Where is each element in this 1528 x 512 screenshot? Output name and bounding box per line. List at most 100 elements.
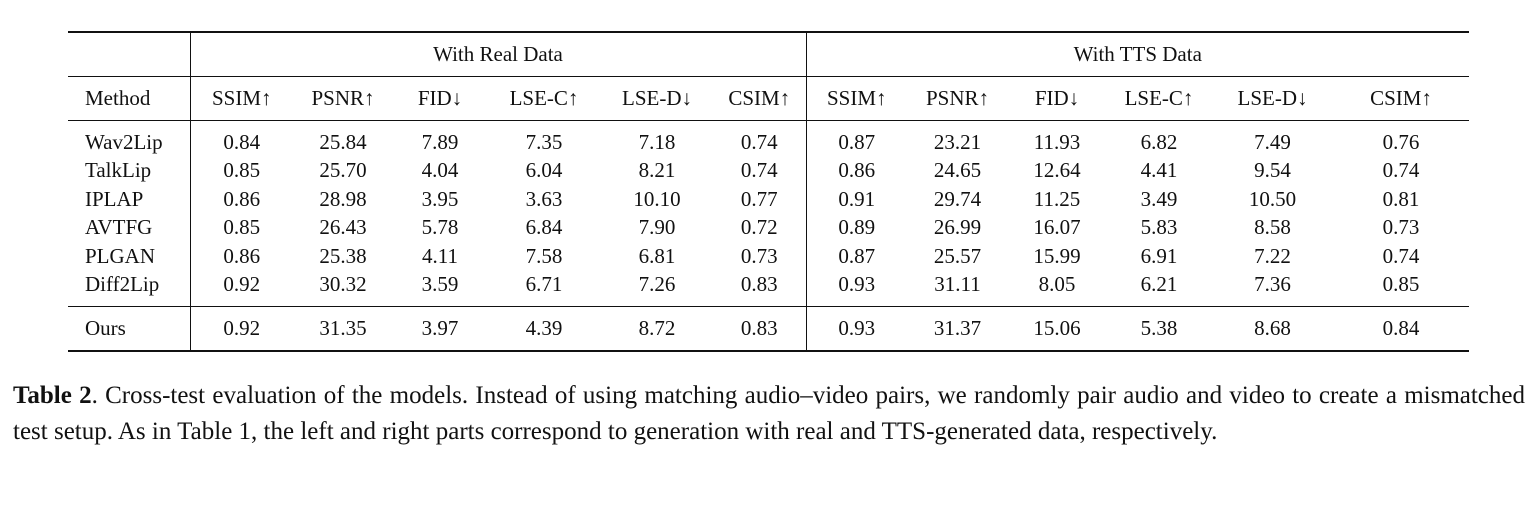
value-cell: 24.65 [933,158,982,183]
value-cell: 16.07 [1033,215,1081,240]
value-cell: 0.83 [713,306,807,352]
value-cell: 6.91 [1140,243,1178,268]
metric-header: PSNR↑ [293,76,393,121]
value-cell: 7.26 [638,272,676,297]
value-cell: 7.90 [638,215,676,240]
value-cell: 8.72 [601,306,713,352]
value-cell: 28.98 [319,186,367,211]
value-cell: 26.43 [319,215,367,240]
value-cell: 0.74 [1382,243,1420,268]
value-cell: 0.85 [223,158,261,183]
method-name: AVTFG [68,213,191,242]
value-cell: 0.84 [1333,306,1470,352]
table-row: PLGAN 0.86 25.38 4.11 7.58 6.81 0.73 0.87 25.57 1… [68,242,1469,271]
baseline-rows: Wav2Lip 0.84 25.84 7.89 7.35 7.18 0.74 0.87 23.2… [68,120,1469,307]
method-name: Wav2Lip [68,120,191,157]
value-cell: 4.11 [422,243,458,268]
value-cell: 0.72 [713,213,807,242]
value-cell: 6.71 [525,272,563,297]
value-cell: 10.10 [633,186,681,211]
value-cell: 26.99 [933,215,982,240]
value-cell: 31.37 [907,306,1008,352]
ours-rows: Ours 0.92 31.35 3.97 4.39 8.72 0.83 0.93 31.37 15… [68,306,1470,352]
value-cell: 5.78 [421,215,459,240]
value-cell: 0.81 [1382,186,1420,211]
value-cell: 0.74 [713,120,807,157]
table-row: TalkLip 0.85 25.70 4.04 6.04 8.21 0.74 0.86 24.6… [68,156,1469,185]
caption-text: . Cross-test evaluation of the models. I… [13,382,1525,445]
value-cell: 25.38 [319,243,367,268]
metric-header: LSE-C↑ [487,76,601,121]
value-cell: 25.57 [933,243,982,268]
value-cell: 0.91 [838,186,876,211]
value-cell: 0.85 [223,215,261,240]
value-cell: 7.35 [525,129,563,154]
value-cell: 4.04 [421,158,459,183]
value-cell: 0.85 [1382,272,1420,297]
metric-header: LSE-D↓ [601,76,713,121]
method-name: Diff2Lip [68,270,191,307]
metric-header: LSE-D↓ [1212,76,1333,121]
table-caption: Table 2. Cross-test evaluation of the mo… [13,378,1525,450]
value-cell: 5.83 [1140,215,1178,240]
value-cell: 0.89 [838,215,876,240]
metric-header: FID↓ [393,76,487,121]
table-row: AVTFG 0.85 26.43 5.78 6.84 7.90 0.72 0.89 26.99 1… [68,213,1469,242]
value-cell: 31.35 [293,306,393,352]
value-cell: 6.84 [525,215,563,240]
results-table: With Real Data With TTS Data Method SSIM… [68,31,1470,352]
value-cell: 11.93 [1033,129,1081,154]
method-name: Ours [68,306,191,352]
value-cell: 7.18 [638,129,676,154]
value-cell: 25.70 [319,158,367,183]
value-cell: 0.74 [713,156,807,185]
value-cell: 6.04 [525,158,563,183]
value-cell: 0.92 [223,272,261,297]
value-cell: 0.86 [838,158,876,183]
value-cell: 25.84 [319,129,367,154]
value-cell: 6.21 [1140,272,1178,297]
table-row: IPLAP 0.86 28.98 3.95 3.63 10.10 0.77 0.91 29.74… [68,185,1469,214]
value-cell: 0.73 [713,242,807,271]
value-cell: 10.50 [1248,186,1297,211]
value-cell: 0.93 [806,306,907,352]
value-cell: 7.36 [1254,272,1291,297]
value-cell: 23.21 [933,129,982,154]
metric-header: LSE-C↑ [1106,76,1212,121]
group-header-real: With Real Data [190,31,807,77]
value-cell: 31.11 [934,272,981,297]
value-cell: 8.05 [1038,272,1076,297]
group-header-tts: With TTS Data [806,31,1470,77]
value-cell: 0.92 [190,306,293,352]
corner-cell [68,31,191,77]
metric-header: CSIM↑ [713,76,807,121]
value-cell: 11.25 [1033,186,1081,211]
value-cell: 5.38 [1106,306,1212,352]
metric-header: CSIM↑ [1333,76,1470,121]
metric-header: SSIM↑ [806,76,907,121]
value-cell: 8.68 [1212,306,1333,352]
value-cell: 7.89 [421,129,459,154]
method-header: Method [68,76,191,121]
metric-header-row: Method SSIM↑ PSNR↑ FID↓ LSE-C↑ LSE-D↓ CSIM↑ SS… [68,76,1470,121]
value-cell: 9.54 [1254,158,1291,183]
table-row: Ours 0.92 31.35 3.97 4.39 8.72 0.83 0.93 31.37 15… [68,306,1470,352]
value-cell: 0.76 [1382,129,1420,154]
value-cell: 0.86 [223,186,261,211]
value-cell: 4.39 [487,306,601,352]
value-cell: 12.64 [1033,158,1081,183]
value-cell: 7.22 [1254,243,1291,268]
value-cell: 0.86 [223,243,261,268]
value-cell: 0.93 [838,272,876,297]
value-cell: 3.97 [393,306,487,352]
value-cell: 0.84 [223,129,261,154]
value-cell: 3.49 [1140,186,1178,211]
value-cell: 0.73 [1382,215,1420,240]
value-cell: 6.82 [1140,129,1178,154]
method-name: IPLAP [68,185,191,214]
value-cell: 0.87 [838,129,876,154]
value-cell: 3.59 [421,272,459,297]
value-cell: 0.77 [713,185,807,214]
value-cell: 6.81 [638,243,676,268]
metric-header: SSIM↑ [190,76,293,121]
